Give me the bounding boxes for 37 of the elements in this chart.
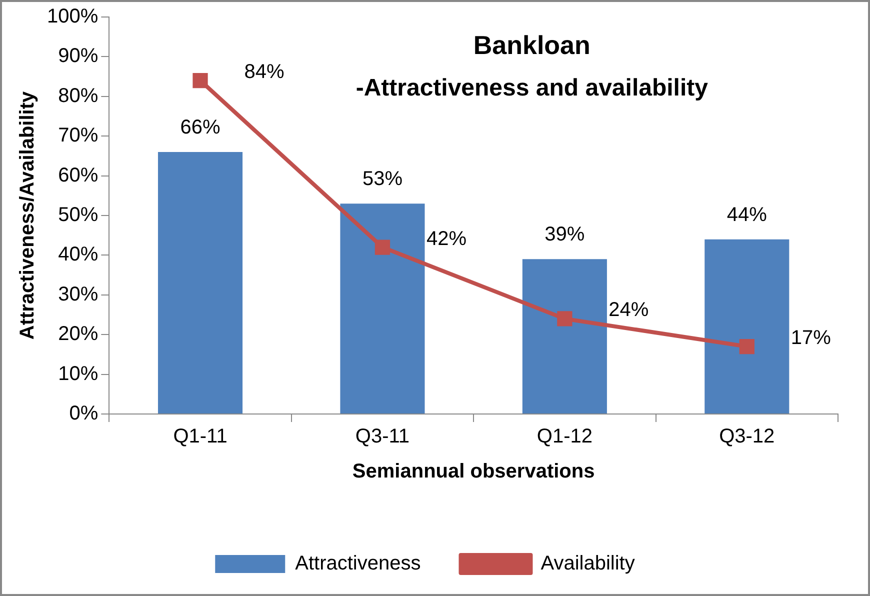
- y-tick-label: 0%: [69, 402, 98, 425]
- y-tick-label: 20%: [58, 323, 98, 346]
- y-tick-label: 90%: [58, 45, 98, 68]
- y-tick-label: 70%: [58, 124, 98, 147]
- y-tick-label: 100%: [46, 6, 98, 28]
- text: -Attractiveness and availability: [356, 74, 709, 102]
- bar: [704, 239, 790, 414]
- bar: [522, 259, 607, 414]
- y-tick-label: 60%: [58, 164, 98, 186]
- data-label: 84%: [244, 61, 285, 84]
- y-tick-label: 80%: [58, 84, 98, 107]
- data-label: 39%: [544, 224, 585, 246]
- point: [739, 338, 754, 354]
- x-axis-title: Semiannual observations: [352, 460, 595, 483]
- x-tick-label: Q3-11: [355, 426, 410, 448]
- legend-label: Availability: [540, 552, 635, 575]
- data-label: 44%: [726, 204, 768, 226]
- point: [374, 240, 390, 255]
- data-label: 42%: [426, 228, 467, 250]
- x-tick-label: Q1-12: [536, 426, 592, 448]
- text: Bankloan: [473, 30, 590, 60]
- point: [557, 311, 572, 326]
- y-axis-title: Attractiveness/Availability: [16, 90, 39, 340]
- bar: [158, 152, 243, 414]
- y-tick-label: 30%: [58, 283, 98, 306]
- data-label: 53%: [362, 168, 403, 190]
- point: [192, 72, 208, 88]
- y-tick-label: 10%: [58, 362, 98, 385]
- bar: [340, 204, 425, 414]
- data-label: 24%: [608, 299, 649, 322]
- y-tick-label: 40%: [58, 244, 98, 266]
- data-label: 66%: [180, 116, 220, 138]
- legend-label: Attractiveness: [295, 552, 421, 575]
- y-tick-label: 50%: [58, 204, 98, 226]
- x-tick-label: Q1-11: [173, 426, 228, 448]
- x-tick-label: Q3-12: [719, 426, 775, 448]
- data-label: 17%: [790, 327, 832, 350]
